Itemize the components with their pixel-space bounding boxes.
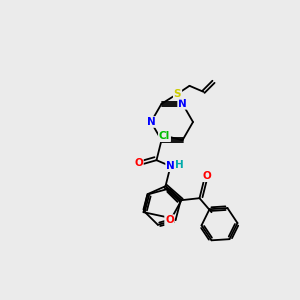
Text: H: H bbox=[175, 160, 184, 170]
Text: N: N bbox=[178, 99, 187, 109]
Text: N: N bbox=[166, 161, 175, 171]
Text: O: O bbox=[165, 215, 174, 225]
Text: N: N bbox=[147, 117, 155, 127]
Text: O: O bbox=[134, 158, 143, 168]
Text: S: S bbox=[174, 89, 181, 99]
Text: O: O bbox=[202, 171, 211, 181]
Text: Cl: Cl bbox=[159, 131, 170, 141]
